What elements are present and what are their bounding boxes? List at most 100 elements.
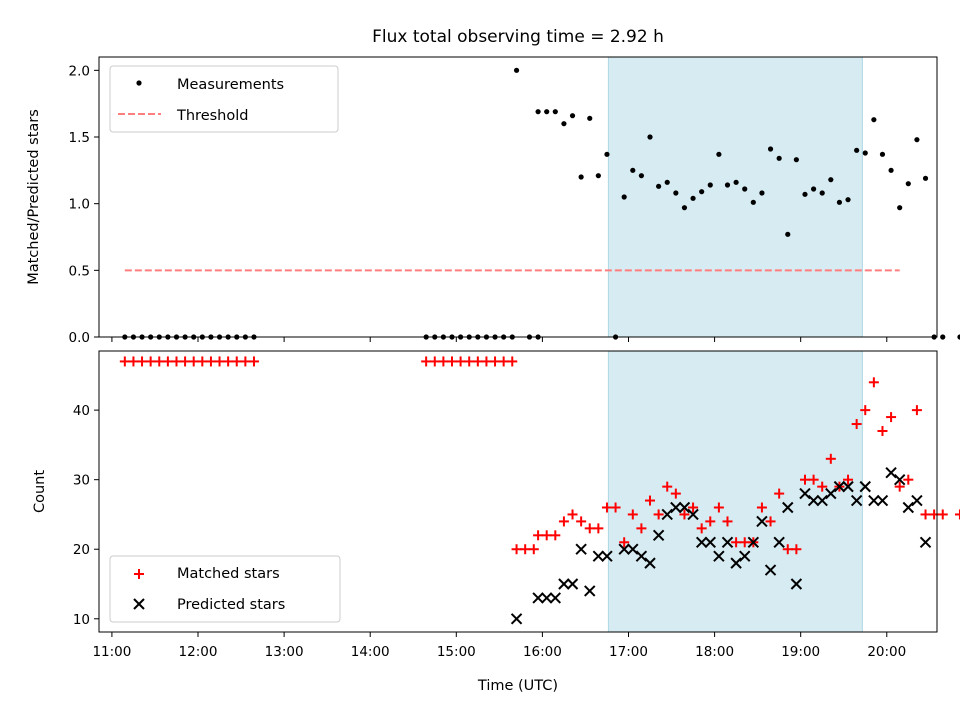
matched-star-point <box>507 356 518 367</box>
matched-star-point <box>705 516 716 527</box>
legend-label-predicted-stars: Predicted stars <box>177 597 285 613</box>
bottom-legend: Matched stars Predicted stars <box>109 555 341 623</box>
predicted-star-point <box>670 501 682 514</box>
matched-star-point <box>851 419 862 430</box>
predicted-star-point <box>807 494 820 507</box>
predicted-star-point <box>704 536 716 548</box>
matched-star-point <box>248 356 259 367</box>
matched-star-point <box>645 495 656 506</box>
predicted-star-point <box>876 494 889 507</box>
matched-star-point <box>197 356 208 367</box>
matched-star-point <box>929 509 940 520</box>
matched-star-point <box>670 488 681 499</box>
measurement-point <box>733 179 739 185</box>
predicted-star-point <box>652 529 665 542</box>
chart-title: Flux total observing time = 2.92 h <box>372 27 664 47</box>
matched-star-point <box>438 356 449 367</box>
predicted-star-point <box>721 536 734 548</box>
matched-star-point <box>610 502 621 513</box>
measurement-point <box>905 181 911 187</box>
measurement-point <box>664 179 670 185</box>
matched-star-point <box>446 356 457 367</box>
matched-star-point <box>162 356 173 367</box>
measurement-point <box>630 167 636 173</box>
predicted-star-point <box>687 508 699 521</box>
legend-label-measurements: Measurements <box>177 77 284 93</box>
predicted-star-point <box>644 557 656 569</box>
measurement-point <box>535 109 541 115</box>
measurement-point <box>604 151 610 157</box>
matched-star-point <box>584 523 595 534</box>
x-axis-label: Time (UTC) <box>477 678 558 694</box>
matched-star-point <box>511 544 522 555</box>
matched-star-point <box>498 356 509 367</box>
matched-star-point <box>696 523 707 534</box>
matched-star-point <box>825 453 836 464</box>
matched-star-point <box>653 509 664 520</box>
top-y-axis-label: Matched/Predicted stars <box>26 109 42 285</box>
predicted-star-point <box>510 613 523 625</box>
measurement-point <box>897 205 903 211</box>
predicted-star-point <box>799 487 811 500</box>
predicted-star-point <box>919 536 932 548</box>
bottom-y-tick-label: 10 <box>73 612 90 628</box>
predicted-star-point <box>842 480 854 493</box>
top-y-tick-label: 2.0 <box>69 63 90 79</box>
bottom-y-axis-label: Count <box>32 470 48 513</box>
bottom-x-tick-label: 18:00 <box>695 644 734 660</box>
measurement-point <box>561 121 567 127</box>
matched-star-point <box>791 544 802 555</box>
matched-star-point <box>205 356 216 367</box>
matched-star-point <box>576 516 587 527</box>
predicted-star-point <box>549 592 562 604</box>
top-legend-box <box>109 65 339 133</box>
legend-dot-marker <box>136 80 142 86</box>
matched-star-point <box>528 544 539 555</box>
matched-star-point <box>894 481 905 492</box>
measurement-point <box>957 334 960 340</box>
matched-star-point <box>490 356 501 367</box>
matched-star-point <box>713 502 724 513</box>
predicted-star-point <box>601 550 613 562</box>
predicted-star-point <box>764 564 777 576</box>
predicted-star-point <box>773 536 785 548</box>
measurement-point <box>759 190 765 196</box>
measurement-point <box>879 151 886 157</box>
predicted-star-point <box>627 543 639 555</box>
matched-star-point <box>481 356 492 367</box>
measurement-point <box>940 334 946 340</box>
top-y-tick-label: 0.5 <box>69 263 90 279</box>
matched-star-point <box>662 481 673 492</box>
matched-star-point <box>558 516 569 527</box>
matched-star-point <box>756 502 767 513</box>
matched-star-point <box>679 509 690 520</box>
predicted-star-point <box>902 501 915 514</box>
measurement-point <box>785 231 791 237</box>
legend-label-threshold: Threshold <box>176 108 248 124</box>
measurement-point <box>552 109 558 115</box>
predicted-star-point <box>850 494 863 507</box>
predicted-star-point <box>661 508 673 521</box>
matched-star-point <box>937 509 948 520</box>
measurement-point <box>513 67 520 73</box>
predicted-star-point <box>893 473 906 486</box>
matched-star-point <box>145 356 156 367</box>
count-points <box>119 356 960 625</box>
matched-star-point <box>731 537 742 548</box>
predicted-star-point <box>859 480 871 493</box>
measurement-point <box>742 186 748 192</box>
matched-star-point <box>472 356 483 367</box>
matched-star-point <box>877 425 888 436</box>
bottom-y-tick-label: 40 <box>73 403 90 419</box>
observing-window-shade-top <box>607 56 863 338</box>
predicted-star-point <box>584 585 596 597</box>
predicted-star-point <box>833 480 846 493</box>
measurement-point <box>673 190 679 196</box>
matched-star-point <box>455 356 466 367</box>
matched-star-point <box>860 405 871 416</box>
bottom-x-tick-label: 13:00 <box>265 644 304 660</box>
measurement-point <box>690 195 696 201</box>
matched-star-point <box>128 356 139 367</box>
measurement-point <box>767 146 774 152</box>
predicted-star-point <box>885 467 897 479</box>
